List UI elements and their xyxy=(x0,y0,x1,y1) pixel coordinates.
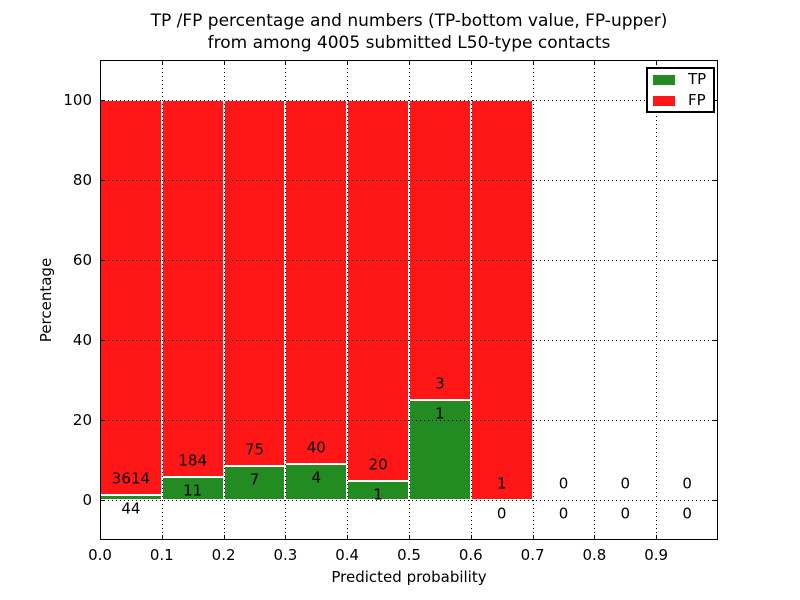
fp-count-label: 0 xyxy=(620,474,631,493)
y-tick-mark-left xyxy=(100,100,105,101)
plot-area: 3614 44 184 11 75 7 40 4 20 1 3 1 1 0 0 0 0 0 0 0 xyxy=(100,60,718,540)
legend-label-fp: FP xyxy=(688,91,706,109)
x-tick-mark-bottom xyxy=(100,535,101,540)
x-tick-mark-top xyxy=(656,60,657,65)
x-tick-mark-bottom xyxy=(162,535,163,540)
y-tick-label: 100 xyxy=(63,91,92,109)
fp-count-label: 0 xyxy=(682,474,692,493)
x-tick-mark-top xyxy=(100,60,101,65)
tp-count-label: 4 xyxy=(311,468,322,487)
chart-title-line1: TP /FP percentage and numbers (TP-bottom… xyxy=(150,11,668,31)
bar-segment-fp xyxy=(223,100,286,466)
tp-count-label: 11 xyxy=(183,481,203,500)
y-tick-label: 60 xyxy=(72,251,92,269)
fp-count-label: 0 xyxy=(558,474,569,493)
tp-color-swatch xyxy=(653,74,675,85)
x-tick-label: 0.1 xyxy=(149,546,174,564)
tp-count-label: 0 xyxy=(682,504,692,523)
vertical-gridline xyxy=(347,60,348,540)
y-axis-label: Percentage xyxy=(37,257,55,343)
tp-count-label: 1 xyxy=(435,404,445,423)
vertical-gridline xyxy=(285,60,286,540)
tp-count-label: 44 xyxy=(121,499,141,518)
legend: TP FP xyxy=(646,67,715,113)
x-tick-mark-top xyxy=(409,60,410,65)
y-tick-label: 40 xyxy=(72,331,92,349)
bar-segment-fp xyxy=(409,100,471,400)
y-tick-mark-left xyxy=(100,500,105,501)
x-tick-mark-top xyxy=(533,60,534,65)
vertical-gridline xyxy=(471,60,472,540)
tp-count-label: 0 xyxy=(558,504,569,523)
x-tick-label: 0.7 xyxy=(520,546,545,564)
x-tick-mark-bottom xyxy=(285,535,286,540)
y-tick-mark-left xyxy=(100,180,105,181)
bar-segment-fp xyxy=(100,100,162,496)
y-tick-mark-right xyxy=(713,420,718,421)
x-tick-label: 0.6 xyxy=(458,546,483,564)
x-tick-mark-top xyxy=(162,60,163,65)
x-tick-label: 0.3 xyxy=(273,546,298,564)
vertical-gridline xyxy=(409,60,410,540)
x-tick-mark-top xyxy=(347,60,348,65)
fp-count-label: 20 xyxy=(368,455,388,474)
y-tick-mark-right xyxy=(713,260,718,261)
x-tick-mark-bottom xyxy=(409,535,410,540)
y-tick-mark-left xyxy=(100,340,105,341)
x-tick-label: 0.2 xyxy=(211,546,236,564)
x-tick-mark-top xyxy=(285,60,286,65)
vertical-gridline xyxy=(656,60,657,540)
vertical-gridline xyxy=(162,60,163,540)
legend-entry-tp: TP xyxy=(648,69,713,90)
x-tick-mark-top xyxy=(594,60,595,65)
vertical-gridline xyxy=(533,60,534,540)
x-tick-mark-top xyxy=(224,60,225,65)
tp-count-label: 0 xyxy=(496,504,507,523)
x-tick-mark-bottom xyxy=(533,535,534,540)
fp-count-label: 3614 xyxy=(111,469,150,488)
x-tick-label: 0.9 xyxy=(644,546,669,564)
bar-segment-fp xyxy=(161,100,224,478)
x-axis-label: Predicted probability xyxy=(331,568,487,586)
fp-count-label: 40 xyxy=(306,438,326,457)
y-tick-label: 20 xyxy=(72,411,92,429)
x-tick-mark-bottom xyxy=(656,535,657,540)
y-tick-mark-right xyxy=(713,500,718,501)
x-tick-mark-bottom xyxy=(224,535,225,540)
y-tick-mark-left xyxy=(100,420,105,421)
x-tick-mark-top xyxy=(471,60,472,65)
x-tick-label: 0.0 xyxy=(88,546,112,564)
x-tick-label: 0.5 xyxy=(397,546,421,564)
y-tick-mark-right xyxy=(713,100,718,101)
x-tick-mark-bottom xyxy=(594,535,595,540)
tp-count-label: 1 xyxy=(373,485,383,504)
bar-segment-fp xyxy=(347,100,409,481)
bar-segment-fp xyxy=(470,100,533,500)
fp-count-label: 75 xyxy=(244,440,265,459)
tp-count-label: 0 xyxy=(620,504,631,523)
fp-count-label: 1 xyxy=(496,474,507,493)
vertical-gridline xyxy=(224,60,225,540)
y-tick-mark-left xyxy=(100,260,105,261)
y-tick-mark-right xyxy=(713,180,718,181)
legend-label-tp: TP xyxy=(688,70,707,88)
fp-count-label: 3 xyxy=(435,374,445,393)
fp-color-swatch xyxy=(653,95,675,106)
x-tick-mark-bottom xyxy=(471,535,472,540)
bar-segment-fp xyxy=(285,100,348,464)
y-tick-label: 80 xyxy=(72,171,92,189)
x-tick-label: 0.4 xyxy=(335,546,360,564)
vertical-gridline xyxy=(594,60,595,540)
chart-title: TP /FP percentage and numbers (TP-bottom… xyxy=(100,10,718,54)
tp-count-label: 7 xyxy=(249,470,260,489)
chart-title-line2: from among 4005 submitted L50-type conta… xyxy=(207,33,611,53)
fp-count-label: 184 xyxy=(178,451,208,470)
x-tick-label: 0.8 xyxy=(582,546,607,564)
bar-segment-tp xyxy=(223,465,286,500)
y-tick-label: 0 xyxy=(82,491,92,509)
legend-entry-fp: FP xyxy=(648,90,713,111)
y-tick-mark-right xyxy=(713,340,718,341)
x-tick-mark-bottom xyxy=(347,535,348,540)
